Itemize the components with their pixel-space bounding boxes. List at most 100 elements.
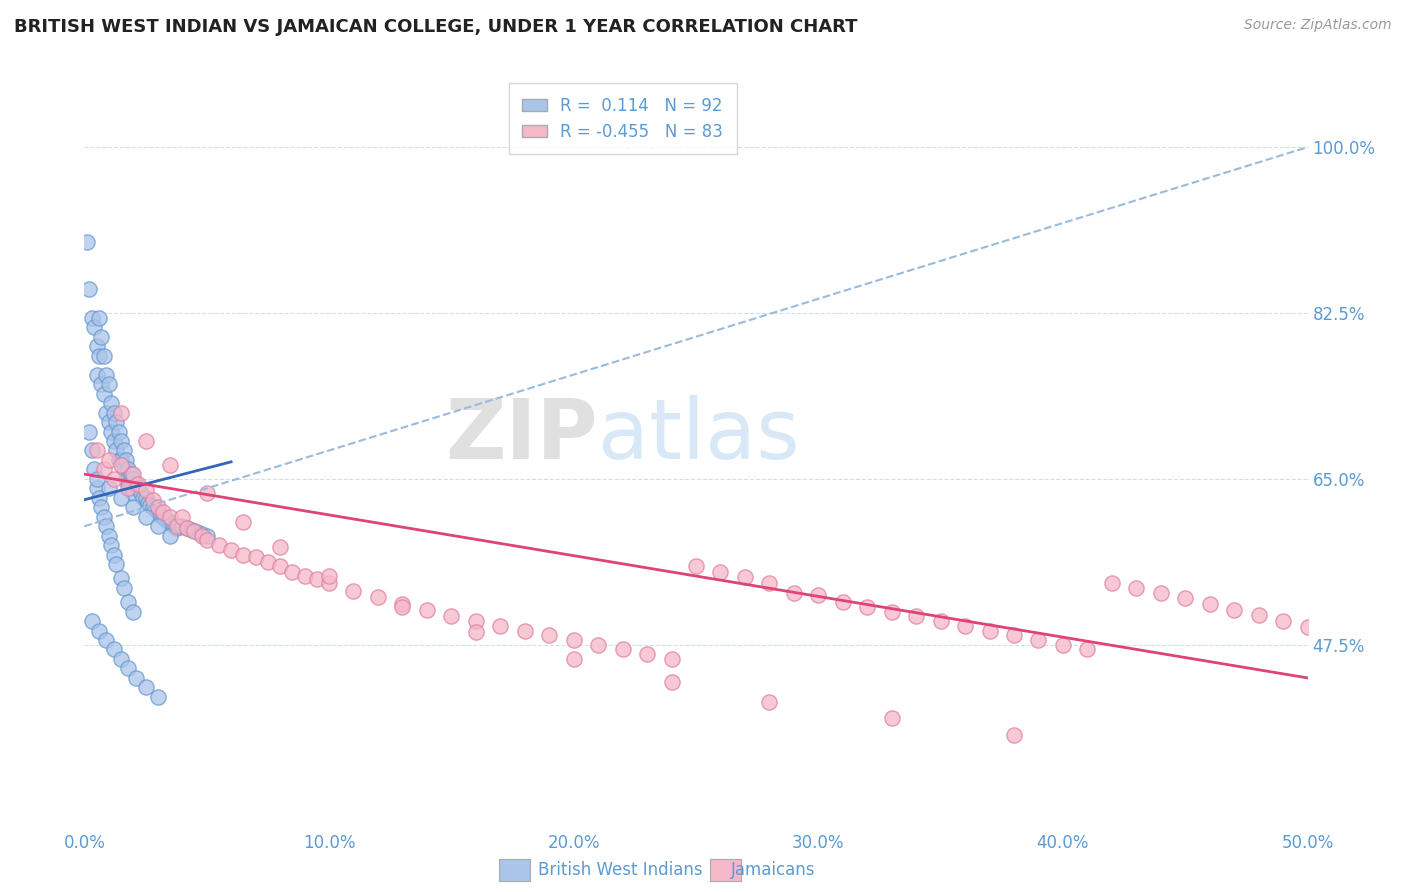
Point [87, 310, 110, 325]
Point [159, 458, 181, 472]
Point [136, 495, 159, 509]
Point [191, 529, 214, 543]
Point [122, 500, 145, 515]
Point [112, 443, 135, 458]
Point [93, 509, 115, 524]
Point [464, 614, 486, 628]
Point [86, 472, 108, 486]
Point [1223, 603, 1246, 617]
Point [142, 500, 165, 515]
Point [1174, 591, 1197, 606]
Point [139, 499, 162, 513]
Point [90, 330, 112, 344]
Point [93, 386, 115, 401]
Point [117, 476, 139, 491]
Point [97, 415, 120, 429]
Point [636, 647, 658, 661]
Point [142, 492, 165, 507]
Point [1002, 628, 1025, 642]
Point [117, 595, 139, 609]
Point [159, 509, 181, 524]
Point [929, 614, 952, 628]
Point [129, 486, 152, 500]
Point [318, 576, 340, 591]
Point [562, 652, 585, 666]
Point [232, 515, 254, 529]
Point [132, 491, 155, 505]
Point [166, 519, 188, 533]
Point [127, 476, 149, 491]
Point [96, 406, 118, 420]
Point [80, 443, 103, 458]
Point [105, 557, 128, 572]
Point [117, 661, 139, 675]
Point [120, 467, 142, 482]
Point [127, 482, 149, 496]
Point [257, 555, 280, 569]
Point [103, 406, 125, 420]
Point [181, 523, 204, 537]
Point [856, 599, 879, 614]
Point [110, 406, 132, 420]
Point [1002, 728, 1025, 742]
Point [186, 524, 208, 539]
Point [122, 486, 145, 500]
Point [183, 524, 205, 538]
Legend: R =  0.114   N = 92, R = -0.455   N = 83: R = 0.114 N = 92, R = -0.455 N = 83 [509, 84, 737, 154]
Point [122, 472, 145, 486]
Point [661, 674, 683, 689]
Point [758, 695, 780, 709]
Point [195, 486, 218, 500]
Text: atlas: atlas [598, 395, 800, 475]
Point [159, 529, 181, 543]
Point [305, 573, 328, 587]
Point [159, 516, 181, 530]
Point [115, 472, 138, 486]
Point [162, 517, 184, 532]
Point [146, 500, 169, 515]
Point [1296, 620, 1319, 634]
Point [685, 559, 707, 574]
Point [117, 482, 139, 496]
Point [661, 652, 683, 666]
Point [1125, 581, 1147, 595]
Point [807, 588, 830, 602]
Point [76, 235, 98, 249]
Point [105, 443, 128, 458]
Point [538, 628, 561, 642]
Point [120, 482, 142, 496]
Point [100, 396, 122, 410]
Point [90, 377, 112, 392]
Point [172, 509, 194, 524]
Point [880, 711, 903, 725]
Point [97, 482, 120, 496]
Point [103, 434, 125, 448]
Point [105, 415, 128, 429]
Point [1272, 614, 1295, 628]
Point [269, 540, 291, 554]
Point [367, 591, 389, 605]
Point [110, 458, 132, 472]
Point [103, 642, 125, 657]
Point [149, 508, 172, 522]
Point [905, 609, 928, 624]
Point [195, 529, 218, 543]
Point [880, 605, 903, 619]
Point [1198, 597, 1220, 611]
Point [80, 614, 103, 628]
Point [612, 642, 634, 657]
Point [163, 519, 186, 533]
Point [80, 310, 103, 325]
Point [93, 349, 115, 363]
Point [1101, 576, 1123, 591]
Point [97, 377, 120, 392]
Point [391, 597, 413, 611]
Point [83, 320, 105, 334]
Point [734, 570, 756, 584]
Point [135, 509, 157, 524]
Point [100, 425, 122, 439]
Text: Jamaicans: Jamaicans [731, 861, 815, 879]
Point [77, 425, 100, 439]
Point [110, 491, 132, 505]
Point [269, 559, 291, 574]
